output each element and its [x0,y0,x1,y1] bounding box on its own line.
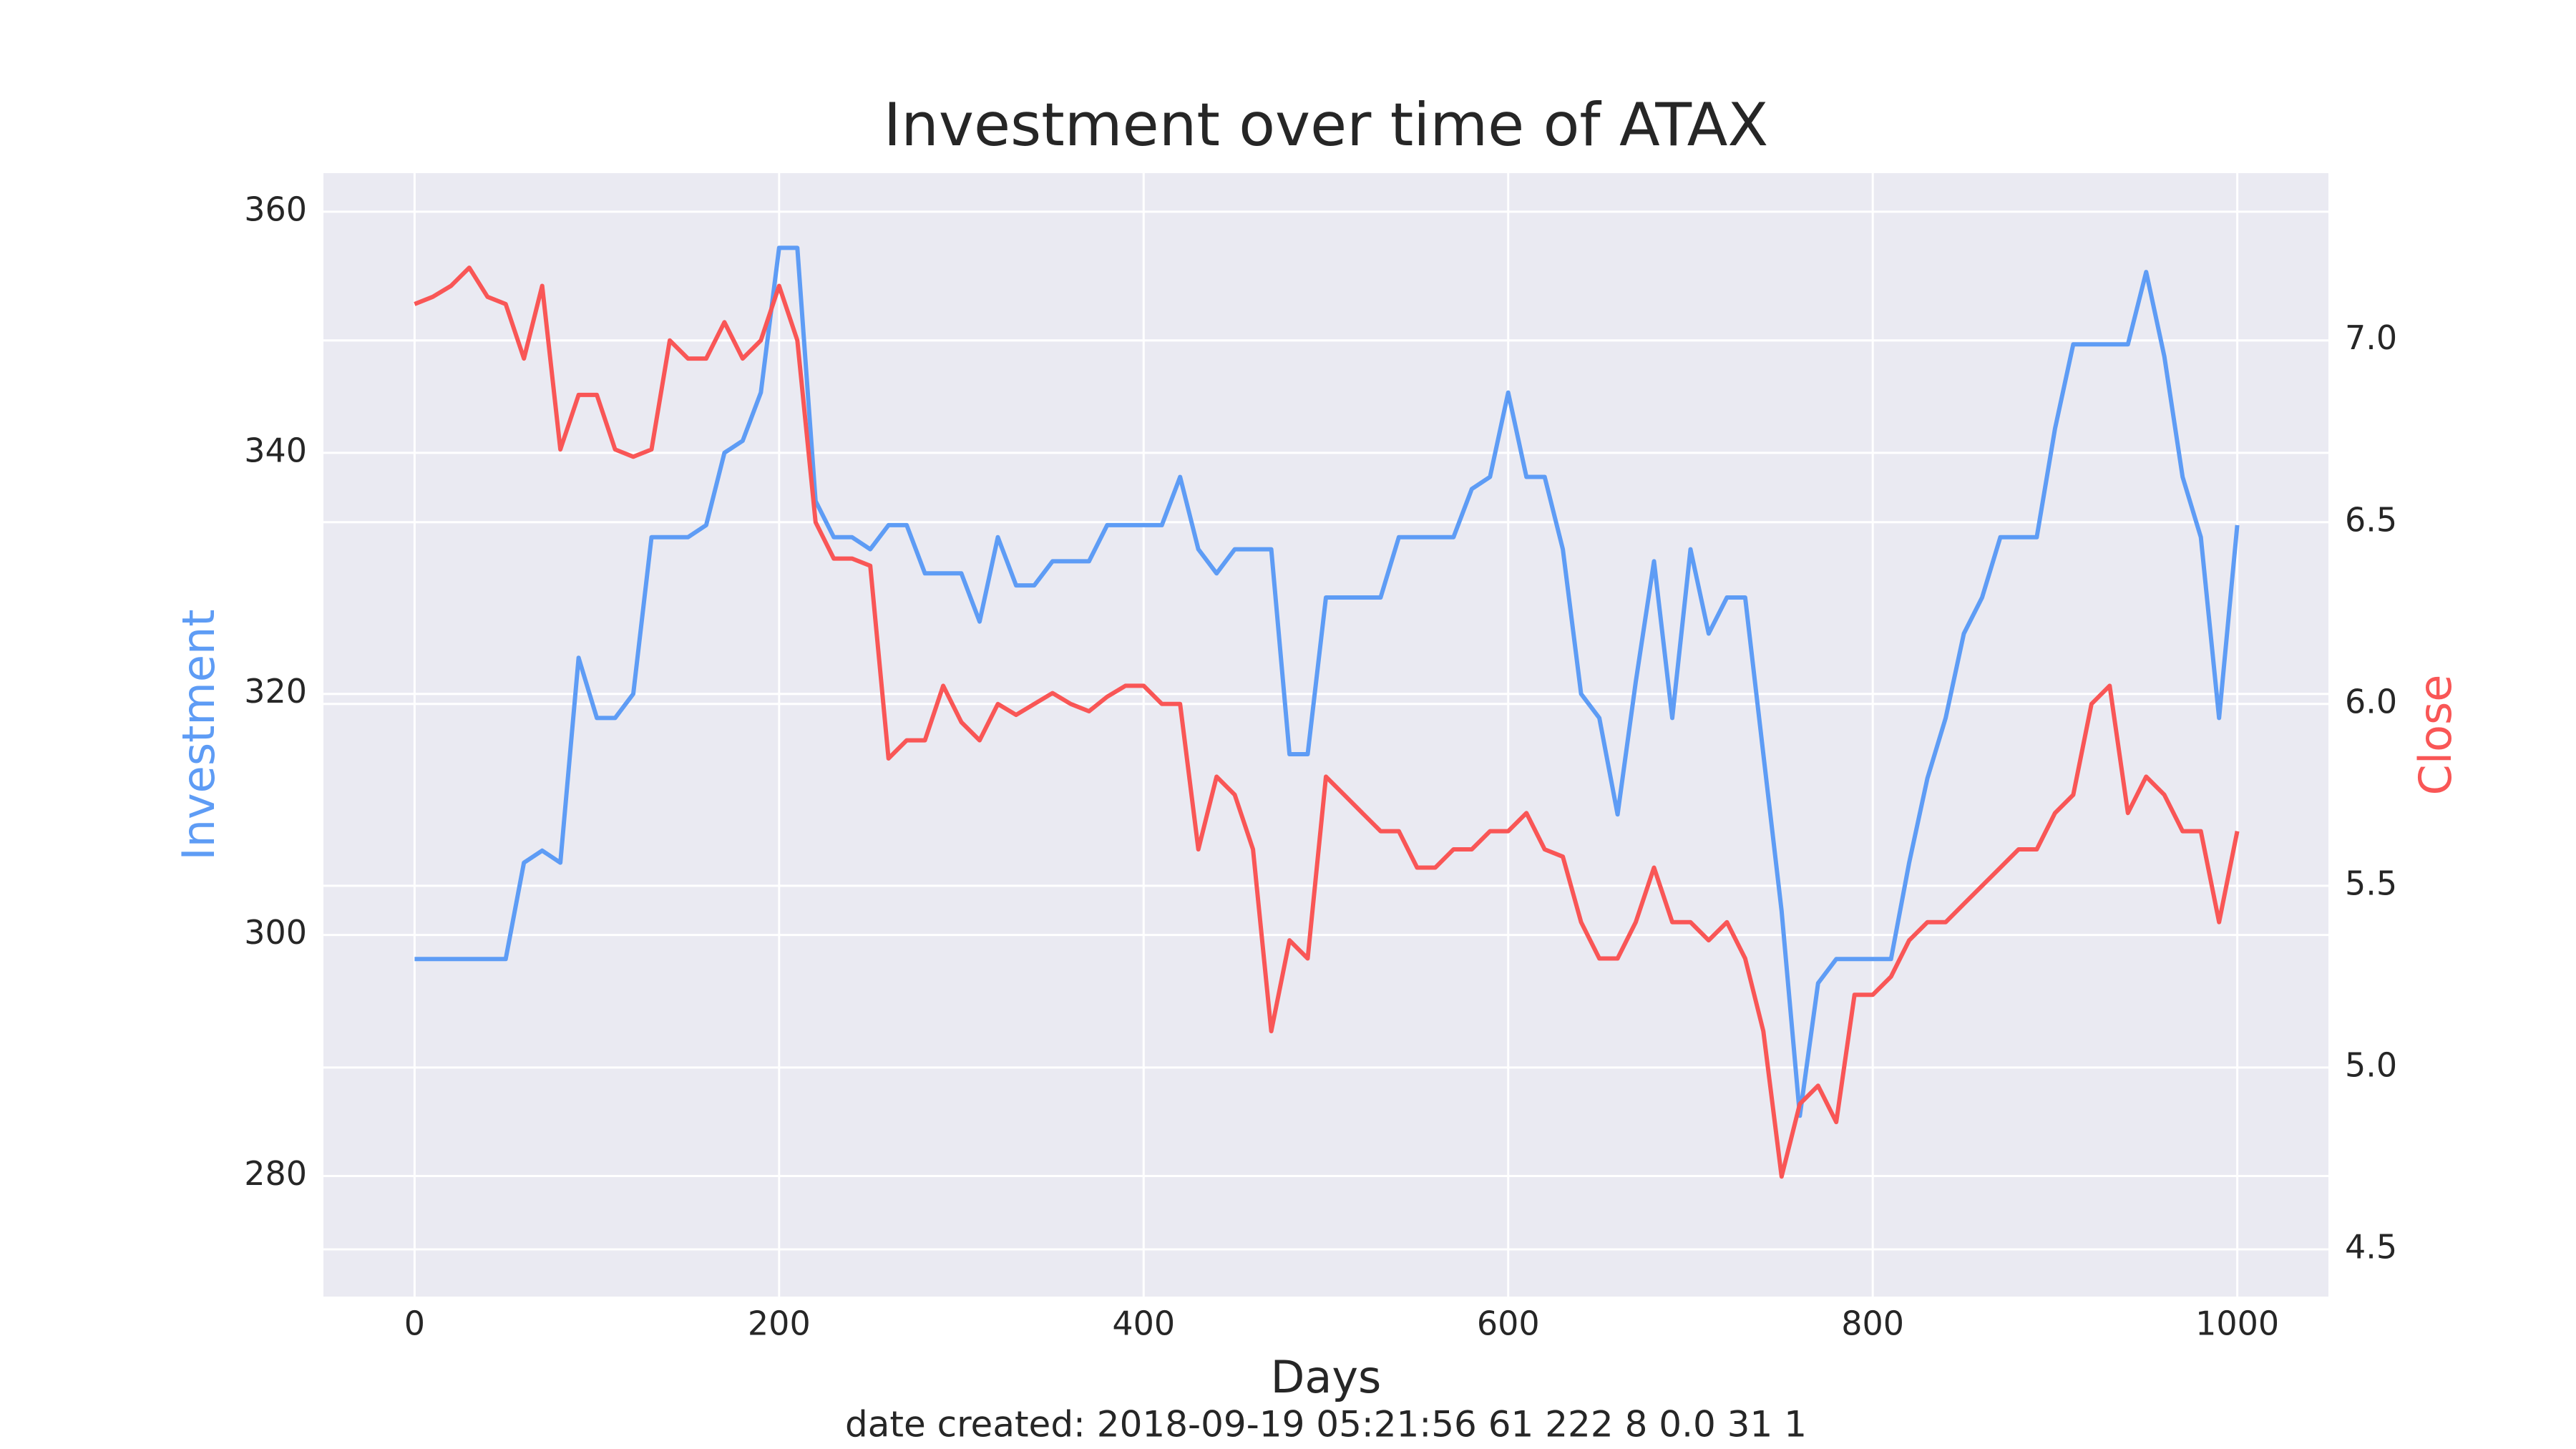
y2-tick-label: 7.0 [2345,318,2397,357]
x-tick-label: 800 [1841,1304,1904,1343]
y-tick-label: 300 [244,913,307,952]
y-tick-label: 280 [244,1154,307,1193]
y-axis-label: Investment [172,609,225,860]
x-axis-label: Days [1271,1351,1382,1403]
line-series [414,265,2240,1179]
y2-tick-label: 4.5 [2345,1227,2397,1266]
y2-tick-label: 6.0 [2345,682,2397,721]
x-tick-label: 200 [748,1304,811,1343]
x-tick-label: 1000 [2195,1304,2279,1343]
plot-area [323,173,2328,1297]
line-series [414,245,2240,1118]
x-tick-label: 400 [1112,1304,1175,1343]
y2-tick-label: 6.5 [2345,500,2397,539]
y-tick-label: 340 [244,431,307,469]
footer: date created: 2018-09-19 05:21:56 61 222… [845,1404,1807,1445]
y2-axis-label: Close [2409,675,2462,796]
chart-title: Investment over time of ATAX [884,90,1769,160]
x-tick-label: 0 [404,1304,425,1343]
y-tick-label: 360 [244,190,307,228]
x-tick-label: 600 [1477,1304,1540,1343]
y-tick-label: 320 [244,672,307,711]
y2-tick-label: 5.5 [2345,864,2397,902]
y2-tick-label: 5.0 [2345,1045,2397,1084]
